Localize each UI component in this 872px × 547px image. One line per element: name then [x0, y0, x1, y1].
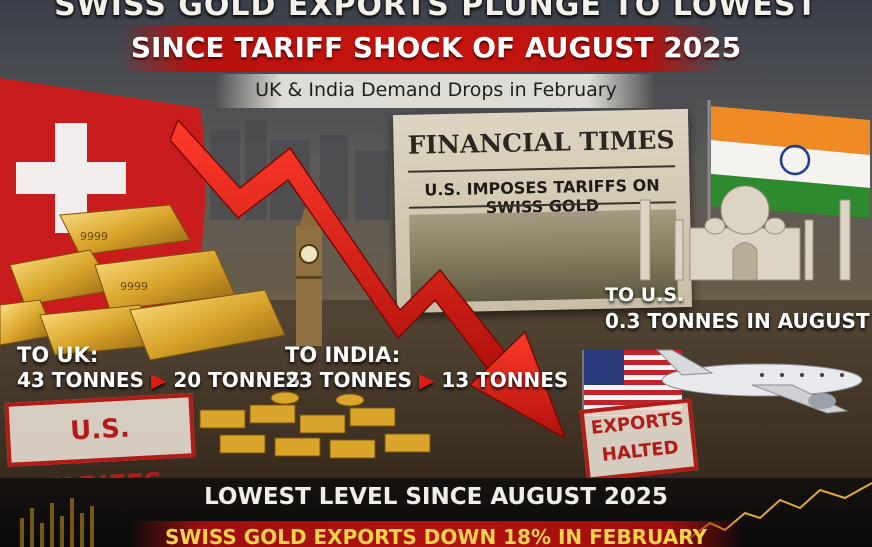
uk-stat: 43 TONNES ▶ 20 TONNES — [17, 368, 300, 392]
exports-halted-stamp: EXPORTS HALTED — [579, 398, 699, 482]
uk-label: TO UK: — [17, 343, 99, 367]
us-tariffs-stamp: U.S. TARIFFS — [4, 393, 196, 504]
lowest-level-caption: LOWEST LEVEL SINCE AUGUST 2025 — [204, 484, 668, 510]
headline-red-band — [120, 26, 720, 72]
uk-to-value: 20 TONNES — [173, 368, 301, 392]
india-from-value: 23 TONNES — [285, 368, 412, 392]
subheadline-background — [215, 74, 655, 108]
bottom-red-strip — [130, 521, 742, 547]
india-to-value: 13 TONNES — [441, 368, 569, 392]
exports-down-caption: SWISS GOLD EXPORTS DOWN 18% IN FEBRUARY — [165, 525, 707, 547]
headline-line2: SINCE TARIFF SHOCK OF AUGUST 2025 — [130, 31, 742, 64]
subheadline: UK & India Demand Drops in February — [255, 79, 617, 101]
india-label: TO INDIA: — [285, 343, 401, 367]
gold-bars-stack-icon: 9999 9999 — [0, 204, 286, 361]
taj-mahal-icon — [640, 185, 851, 281]
gold-bars-pile-icon — [199, 391, 431, 459]
us-value: 0.3 TONNES IN AUGUST — [605, 309, 870, 333]
airplane-icon — [655, 349, 863, 414]
svg-text:9999: 9999 — [80, 230, 108, 243]
right-arrow-icon: ▶ — [418, 368, 435, 392]
india-stat: 23 TONNES ▶ 13 TONNES — [285, 368, 568, 392]
us-label: TO U.S. — [605, 284, 685, 306]
downward-trend-arrow-icon — [170, 118, 567, 440]
right-arrow-icon: ▶ — [150, 368, 167, 392]
svg-text:9999: 9999 — [120, 280, 148, 293]
headline-line1: SWISS GOLD EXPORTS PLUNGE TO LOWEST — [54, 0, 818, 23]
uk-from-value: 43 TONNES — [17, 368, 144, 392]
big-ben-tower-icon — [296, 196, 322, 346]
